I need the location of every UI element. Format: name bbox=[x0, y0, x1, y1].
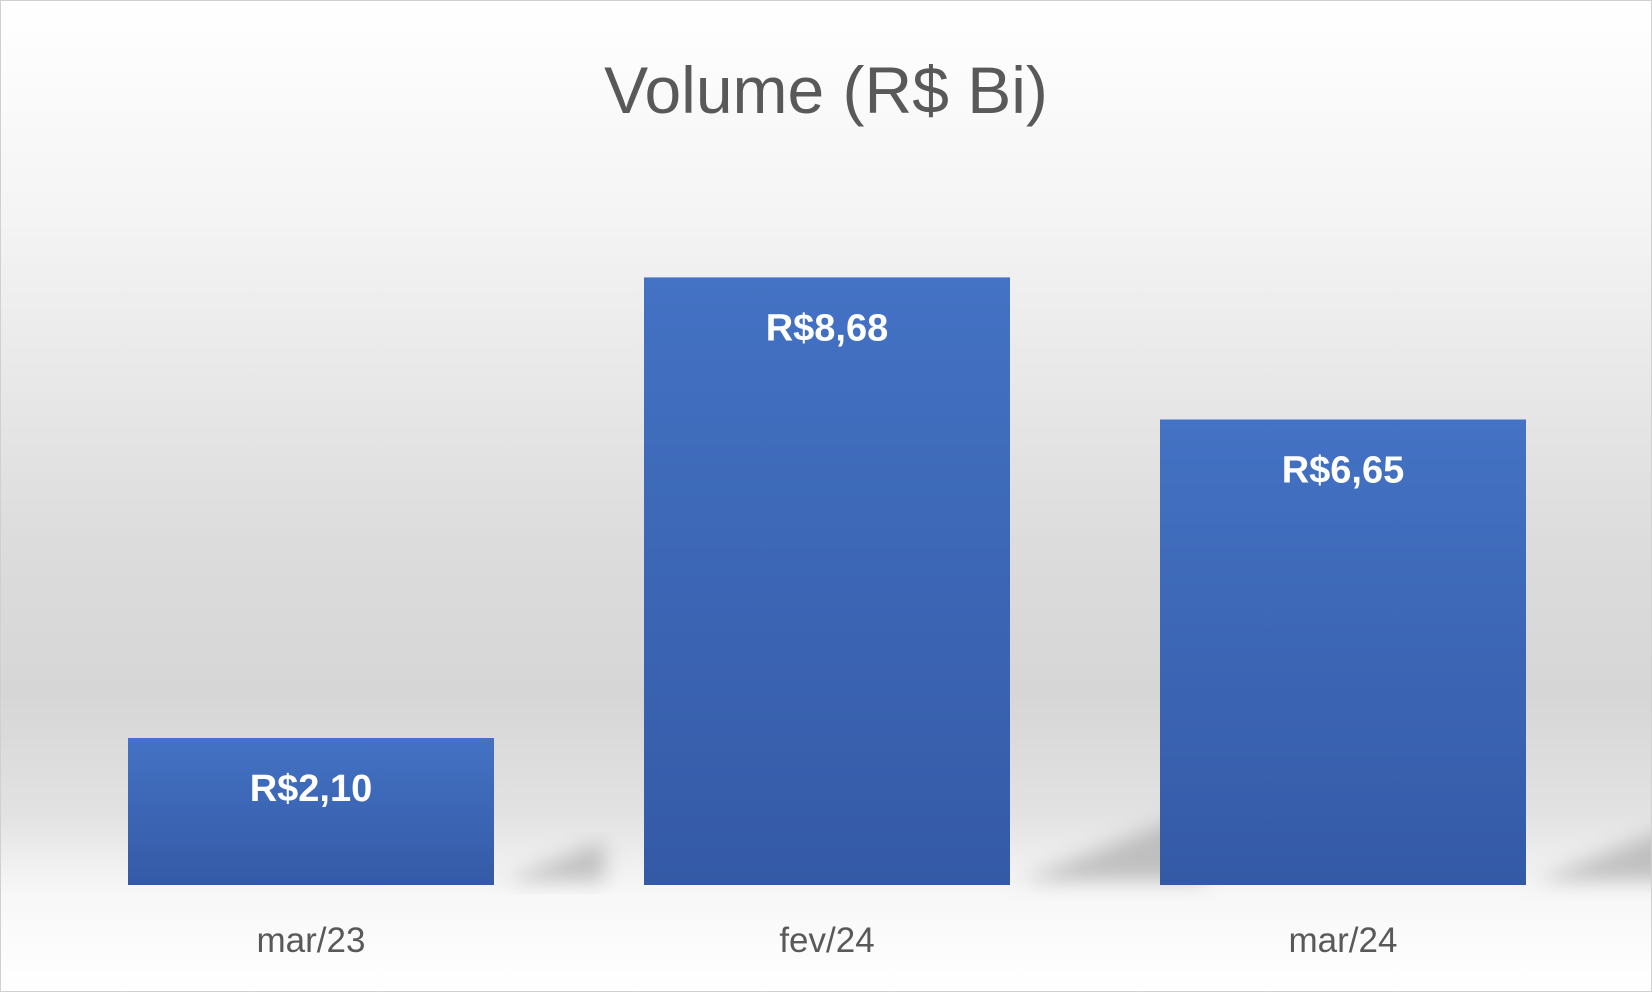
bar-shadow bbox=[1010, 807, 1205, 885]
bar-shadows bbox=[494, 807, 1651, 885]
data-labels: R$2,10 R$8,68 R$6,65 bbox=[250, 307, 1405, 810]
data-label: R$2,10 bbox=[250, 768, 373, 810]
bar-shadow bbox=[1526, 835, 1651, 885]
data-label: R$8,68 bbox=[766, 307, 889, 349]
data-label: R$6,65 bbox=[1282, 450, 1405, 492]
bar-shadow bbox=[494, 840, 605, 885]
x-tick-label: mar/23 bbox=[257, 921, 366, 960]
x-tick-label: fev/24 bbox=[779, 921, 874, 960]
x-axis-tick-labels: mar/23 fev/24 mar/24 bbox=[257, 921, 1398, 960]
bar-mar-23 bbox=[128, 738, 494, 885]
x-tick-label: mar/24 bbox=[1289, 921, 1398, 960]
bars bbox=[128, 277, 1526, 885]
bar-fev-24 bbox=[644, 277, 1010, 885]
bar-mar-24 bbox=[1160, 419, 1526, 885]
chart-title: Volume (R$ Bi) bbox=[604, 53, 1048, 127]
